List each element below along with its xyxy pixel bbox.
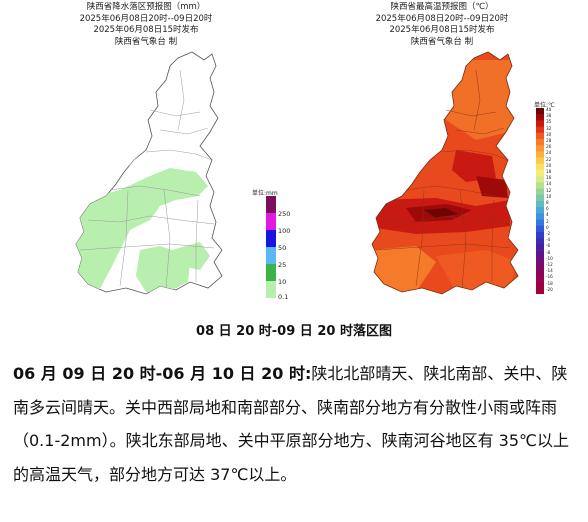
temp-legend-swatch <box>536 238 544 245</box>
temp-legend-swatch <box>536 151 544 158</box>
legend-swatch-0-1 <box>266 281 276 298</box>
precipitation-map-svg <box>75 51 223 295</box>
temp-legend-swatch <box>536 132 544 140</box>
temp-legend-label: -6 <box>546 243 551 249</box>
precipitation-map-period: 2025年06月08日20时--09日20时 <box>79 13 213 24</box>
temp-legend-label: 30 <box>546 131 552 137</box>
temp-legend-label: -18 <box>546 280 553 286</box>
temp-legend-label: -20 <box>546 286 553 292</box>
legend-label-250: 250 <box>278 210 291 218</box>
forecast-paragraph: 06 月 09 日 20 时-06 月 10 日 20 时:陕北北部晴天、陕北南… <box>13 357 578 491</box>
legend-swatch-25 <box>266 247 276 264</box>
temp-legend-label: 32 <box>546 125 552 131</box>
legend-swatch-250 <box>266 196 276 213</box>
temp-legend-swatch <box>536 170 544 177</box>
temp-legend-label: 26 <box>546 144 552 150</box>
legend-label-50: 50 <box>278 244 287 252</box>
legend-label-25: 25 <box>278 261 287 269</box>
temp-legend-swatch <box>536 275 544 282</box>
temperature-fill <box>372 52 518 294</box>
temp-legend-label: -12 <box>546 262 553 267</box>
temp-legend-label: -16 <box>546 274 553 280</box>
temp-legend-swatch <box>536 232 544 239</box>
precipitation-map-publisher: 陕西省气象台 制 <box>114 36 178 47</box>
temperature-map-period: 2025年06月08日20时--09日20时 <box>375 13 509 24</box>
temp-legend-label: 6 <box>546 206 549 212</box>
temp-legend-label: -4 <box>546 237 551 243</box>
temp-legend-swatch <box>536 182 544 189</box>
shaanxi-province-outline-temp <box>371 51 519 295</box>
temperature-map-panel: 陕西省最高温预报图（℃） 2025年06月08日20时--09日20时 2025… <box>296 0 588 308</box>
precipitation-map-issued: 2025年06月08日15时发布 <box>93 25 199 35</box>
temperature-map-svg <box>371 51 519 295</box>
temp-legend-label: 35 <box>546 119 552 125</box>
temp-legend-swatch <box>536 201 544 208</box>
temp-legend-label: -14 <box>546 268 553 274</box>
legend-label-10: 10 <box>278 278 287 286</box>
temperature-legend-unit: 单位:℃ <box>534 102 555 109</box>
temp-legend-swatch <box>536 188 544 196</box>
temp-legend-label: 24 <box>546 150 552 156</box>
temp-legend-swatch <box>536 114 544 121</box>
temp-legend-label: 18 <box>546 169 552 174</box>
temp-legend-swatch <box>536 163 544 171</box>
temp-legend-label: 40 <box>546 107 552 112</box>
temp-legend-swatch <box>536 126 544 134</box>
precipitation-map-title: 陕西省降水落区预报图（mm） <box>86 2 206 12</box>
temp-legend-swatch <box>536 108 544 115</box>
rainfall-area-light <box>76 146 210 294</box>
temp-legend-swatch <box>536 269 544 276</box>
temp-legend-label: 8 <box>546 200 549 205</box>
temp-legend-label: 22 <box>546 156 552 162</box>
temp-legend-swatch <box>536 263 544 270</box>
legend-swatch-10 <box>266 264 276 281</box>
temperature-map-title: 陕西省最高温预报图（℃） <box>390 2 494 12</box>
temp-legend-label: 16 <box>546 175 552 181</box>
temp-legend-swatch <box>536 213 544 220</box>
temp-legend-label: 10 <box>546 193 552 199</box>
precipitation-legend-unit: 单位:mm <box>252 190 278 197</box>
temp-legend-swatch <box>536 281 544 289</box>
precipitation-map-header: 陕西省降水落区预报图（mm） 2025年06月08日20时--09日20时 20… <box>0 2 292 48</box>
temp-legend-label: 20 <box>546 162 552 168</box>
legend-swatch-100 <box>266 213 276 230</box>
temperature-map-issued: 2025年06月08日15时发布 <box>389 25 495 35</box>
map-caption: 08 日 20 时-09 日 20 时落区图 <box>196 324 392 339</box>
temp-legend-swatch <box>536 176 544 183</box>
temp-legend-swatch <box>536 157 544 165</box>
county-boundaries-temp <box>375 69 511 289</box>
temp-legend-label: 0 <box>546 224 549 230</box>
temp-legend-swatch <box>536 256 544 264</box>
precipitation-map-panel: 陕西省降水落区预报图（mm） 2025年06月08日20时--09日20时 20… <box>0 0 292 308</box>
temp-legend-label: 12 <box>546 187 552 193</box>
forecast-text: 陕北北部晴天、陕北南部、关中、陕南多云间晴天。关中西部局地和南部部分、陕南部分地… <box>13 364 569 484</box>
temp-legend-label: 14 <box>546 181 552 187</box>
temp-legend-label: -8 <box>546 249 551 255</box>
temp-legend-swatch <box>536 287 544 294</box>
temp-legend-swatch <box>536 139 544 146</box>
temp-legend-label: -10 <box>546 255 553 261</box>
temp-legend-swatch <box>536 145 544 152</box>
temp-legend-label: 2 <box>546 218 549 224</box>
forecast-period: 06 月 09 日 20 时-06 月 10 日 20 时: <box>13 364 312 383</box>
temp-legend-label: -2 <box>546 231 551 236</box>
temperature-legend-bar <box>536 108 544 294</box>
temp-legend-label: 38 <box>546 113 552 119</box>
county-boundaries <box>79 69 215 289</box>
temp-legend-swatch <box>536 250 544 258</box>
temp-legend-swatch <box>536 207 544 214</box>
temperature-map-header: 陕西省最高温预报图（℃） 2025年06月08日20时--09日20时 2025… <box>296 2 588 48</box>
temp-legend-swatch <box>536 225 544 233</box>
temp-legend-swatch <box>536 194 544 202</box>
temp-legend-label: 4 <box>546 212 549 218</box>
temp-legend-swatch <box>536 244 544 251</box>
legend-label-0-1: 0.1 <box>278 293 289 301</box>
temperature-map-publisher: 陕西省气象台 制 <box>410 36 474 47</box>
temp-legend-swatch <box>536 219 544 227</box>
precipitation-legend-bar <box>266 196 276 298</box>
temp-legend-swatch <box>536 120 544 127</box>
legend-swatch-50 <box>266 230 276 247</box>
legend-label-100: 100 <box>278 227 291 235</box>
temp-legend-label: 28 <box>546 138 552 143</box>
